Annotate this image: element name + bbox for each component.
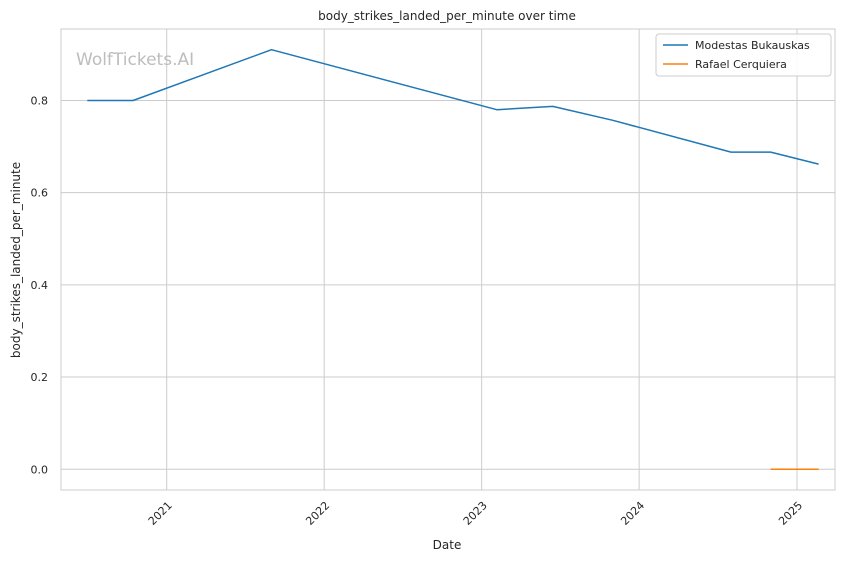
y-tick-label: 0.2: [31, 371, 49, 384]
x-axis-ticks: 2021 2022 2023 2024 2025: [146, 499, 805, 528]
x-tick-label: 2022: [303, 499, 332, 528]
legend: Modestas Bukauskas Rafael Cerquiera: [655, 33, 832, 77]
chart-title: body_strikes_landed_per_minute over time: [318, 9, 576, 23]
y-axis-label: body_strikes_landed_per_minute: [9, 162, 23, 358]
plot-border: [60, 28, 836, 491]
x-tick-label: 2021: [146, 499, 175, 528]
x-tick-label: 2025: [776, 499, 805, 528]
series-line-modestas-bukauskas: [87, 48, 819, 165]
plot-area: WolfTickets.AI: [60, 28, 836, 491]
series-lines: [87, 48, 819, 471]
y-axis-ticks: 0.0 0.2 0.4 0.6 0.8: [31, 94, 49, 476]
legend-box: [655, 33, 832, 77]
plot-background: [61, 29, 835, 490]
y-tick-label: 0.6: [31, 187, 49, 200]
x-axis-label: Date: [433, 538, 462, 552]
y-tick-label: 0.0: [31, 463, 49, 476]
legend-label-modestas-bukauskas: Modestas Bukauskas: [695, 39, 810, 52]
y-tick-label: 0.4: [31, 279, 49, 292]
legend-label-rafael-cerquiera: Rafael Cerquiera: [695, 58, 787, 71]
y-tick-label: 0.8: [31, 94, 49, 107]
x-tick-label: 2023: [461, 499, 490, 528]
x-tick-label: 2024: [618, 499, 647, 528]
watermark: WolfTickets.AI: [76, 50, 194, 70]
